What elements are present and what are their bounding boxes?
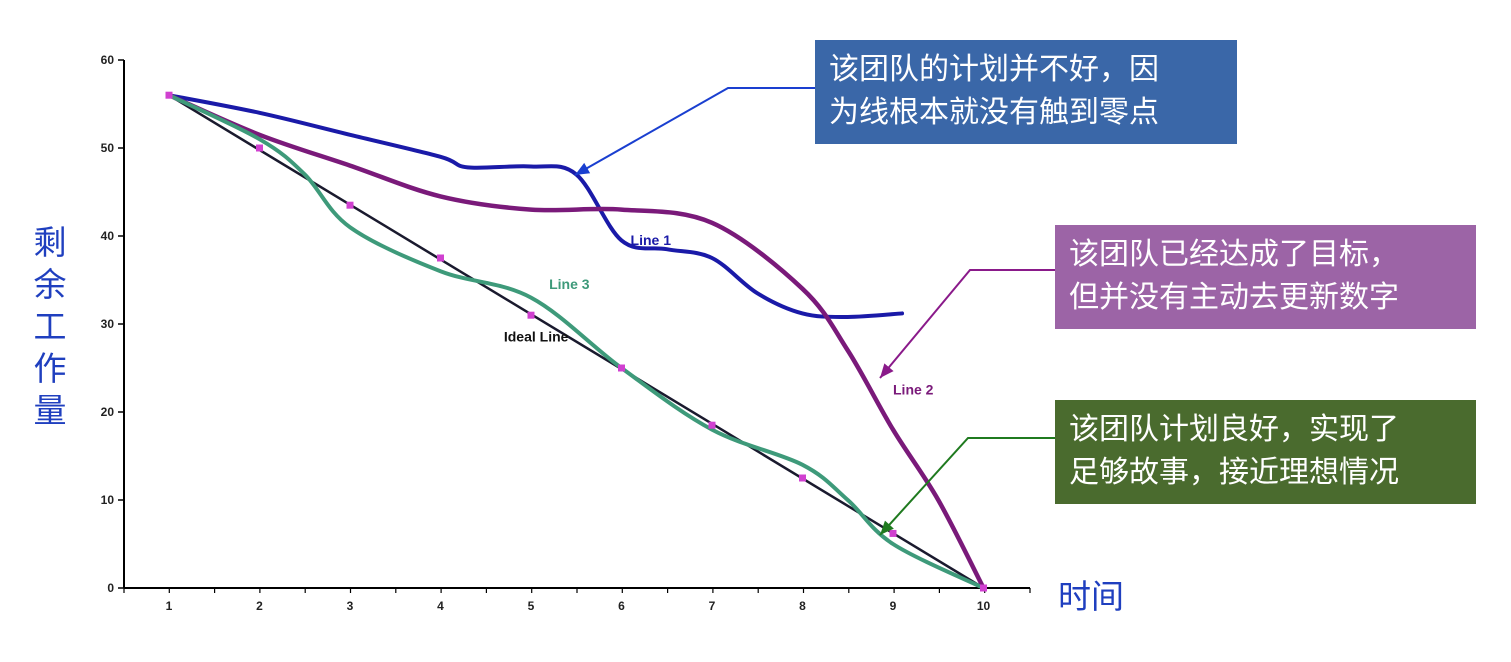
callout-2-arrow-line [879,269,1055,379]
data-point-marker [346,201,354,209]
callout-1-line-1: 该团队的计划并不好，因 [829,52,1159,87]
callout-good-planning: 该团队计划良好，实现了 足够故事，接近理想情况 [1055,400,1476,504]
series-line-3 [167,93,986,590]
x-axis-label: 时间 [1058,577,1124,616]
data-point-marker [165,91,173,99]
y-axis-label-char: 量 [33,391,67,430]
callout-3-line-2: 足够故事，接近理想情况 [1069,455,1399,490]
x-tick-label: 1 [166,599,173,613]
callout-2-line-2: 但并没有主动去更新数字 [1069,280,1399,315]
data-point-marker [527,311,535,319]
data-point-marker [799,474,806,482]
series-line-1 [167,93,905,319]
series-annotation: Line 2 [893,381,934,397]
data-point-marker [618,364,625,372]
x-tick-label: 8 [799,599,806,613]
data-point-marker [708,421,716,429]
data-point-marker [980,584,987,592]
callout-goal-reached: 该团队已经达成了目标， 但并没有主动去更新数字 [1055,225,1476,329]
callout-3-arrow-head [880,520,894,535]
series-annotation: Ideal Line [504,329,569,345]
series-annotation: Line 3 [549,276,590,292]
y-tick-label: 0 [107,581,114,595]
data-point-marker [437,254,444,262]
callout-2-line-1: 该团队已经达成了目标， [1069,237,1399,272]
data-point-marker [256,144,263,152]
x-tick-label: 9 [890,599,897,613]
y-tick-label: 20 [101,405,115,419]
y-axis-label-char: 剩 [33,223,67,262]
callout-1-arrow-head [575,162,591,175]
series-ideal-line [167,93,985,590]
x-tick-label: 4 [437,599,444,613]
callout-1-arrow-line [574,87,815,176]
y-axis-label-char: 工 [33,307,67,346]
x-tick-label: 2 [256,599,263,613]
y-axis-label-char: 余 [33,265,67,304]
y-tick-label: 60 [101,53,115,67]
data-point-marker [889,529,897,537]
x-tick-label: 5 [528,599,535,613]
x-tick-label: 7 [709,599,716,613]
y-axis-label-char: 作 [33,349,67,388]
y-tick-label: 40 [101,229,115,243]
x-tick-label: 3 [347,599,354,613]
callout-3-line-1: 该团队计划良好，实现了 [1069,412,1399,447]
y-tick-label: 30 [101,317,115,331]
x-tick-label: 10 [977,599,991,613]
series-line-2 [166,92,986,591]
callout-1-line-2: 为线根本就没有触到零点 [829,95,1159,130]
callout-2-arrow-head [880,363,894,378]
callout-poor-planning: 该团队的计划并不好，因 为线根本就没有触到零点 [815,40,1237,144]
y-axis-label: 剩余工作量 [28,222,72,432]
series-annotation: Line 1 [631,232,672,248]
x-tick-label: 6 [618,599,625,613]
callout-3-arrow-line [879,437,1055,536]
y-tick-label: 10 [101,493,115,507]
y-tick-label: 50 [101,141,115,155]
